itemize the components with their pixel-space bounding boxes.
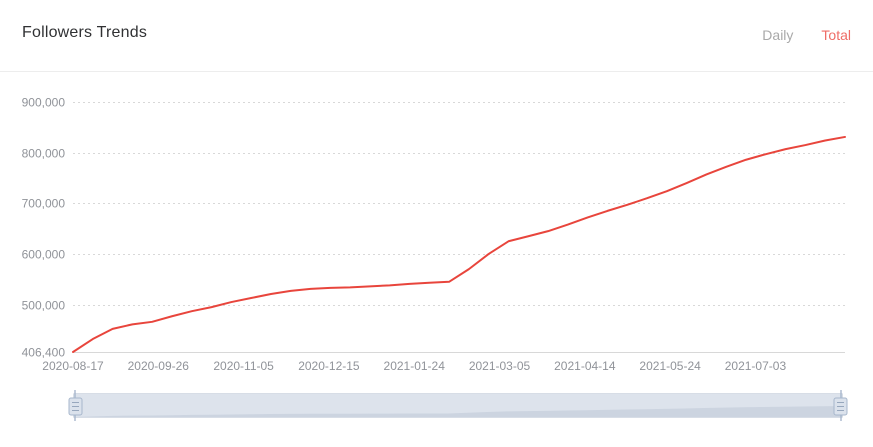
chart-range-slider[interactable] (68, 390, 848, 421)
card-header: Followers Trends Daily Total (0, 0, 873, 72)
gridlines (73, 102, 845, 353)
x-axis-tick-label: 2021-07-03 (725, 359, 787, 373)
y-axis-tick-label: 600,000 (22, 248, 66, 262)
series-line-total-followers (72, 135, 846, 353)
x-axis-tick-label: 2020-09-26 (128, 359, 190, 373)
drag-handle-right[interactable] (833, 390, 848, 421)
x-axis-tick-label: 2020-11-05 (213, 359, 274, 373)
metric-tab-group: Daily Total (762, 27, 851, 43)
range-slider-preview-area (74, 406, 842, 417)
x-axis-tick-label: 2021-04-14 (554, 359, 616, 373)
y-axis-tick-label: 700,000 (22, 197, 66, 211)
drag-handle-left[interactable] (68, 390, 83, 421)
y-axis-tick-label: 406,400 (22, 346, 66, 360)
y-axis-tick-label: 900,000 (22, 96, 66, 110)
y-axis-tick-label: 800,000 (22, 147, 66, 161)
y-axis-tick-label: 500,000 (22, 299, 66, 313)
range-slider-selection[interactable] (74, 394, 842, 417)
tab-daily[interactable]: Daily (762, 27, 794, 43)
x-axis-tick-label: 2021-05-24 (639, 359, 701, 373)
x-axis-tick-label: 2021-01-24 (384, 359, 446, 373)
y-axis-labels: 406,400 500,000 600,000 700,000 800,000 900,0… (22, 96, 66, 360)
page-title: Followers Trends (22, 24, 148, 41)
chart-container[interactable]: 406,400 500,000 600,000 700,000 800,000 900,0… (0, 72, 873, 447)
x-axis-tick-label: 2021-03-05 (469, 359, 531, 373)
followers-line-chart[interactable]: 406,400 500,000 600,000 700,000 800,000 900,0… (0, 72, 873, 447)
x-axis-labels: 2020-08-17 2020-09-26 2020-11-05 2020-12-15… (42, 359, 786, 373)
x-axis-tick-label: 2020-08-17 (42, 359, 104, 373)
x-axis-tick-label: 2020-12-15 (298, 359, 360, 373)
tab-total[interactable]: Total (821, 27, 851, 43)
